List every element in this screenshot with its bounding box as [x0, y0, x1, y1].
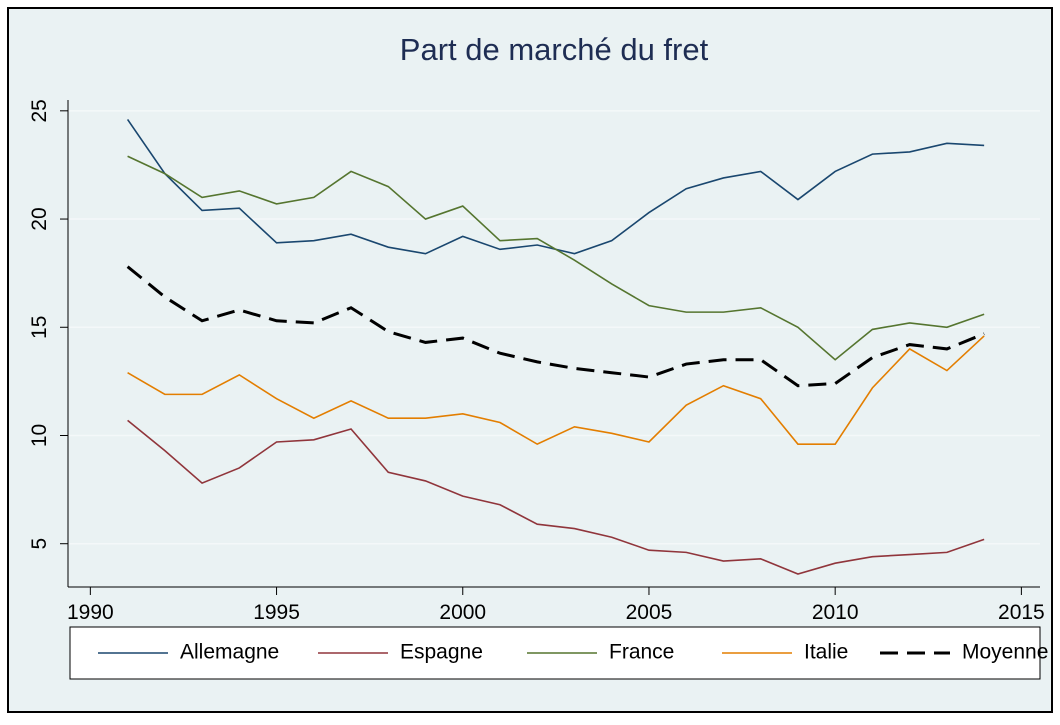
legend-label: France — [609, 641, 674, 664]
chart-title: Part de marché du fret — [400, 32, 709, 67]
series-line — [126, 265, 985, 388]
legend-label: Italie — [804, 641, 848, 664]
x-tick-label: 1990 — [67, 601, 114, 624]
series-line — [127, 155, 985, 361]
x-tick-label: 2000 — [439, 601, 486, 624]
legend-label: Moyenne — [962, 641, 1048, 664]
x-tick-label: 2005 — [626, 601, 673, 624]
legend-label: Espagne — [400, 641, 483, 664]
y-tick-label: 20 — [28, 207, 51, 230]
x-tick-label: 2015 — [998, 601, 1045, 624]
y-tick-label: 25 — [28, 99, 51, 122]
y-tick-label: 15 — [28, 316, 51, 339]
series-line — [127, 335, 985, 446]
y-tick-label: 10 — [28, 424, 51, 447]
series-line — [127, 419, 985, 575]
x-tick-label: 1995 — [253, 601, 300, 624]
y-tick-label: 5 — [28, 538, 51, 550]
legend-label: Allemagne — [180, 641, 279, 664]
x-tick-label: 2010 — [812, 601, 859, 624]
